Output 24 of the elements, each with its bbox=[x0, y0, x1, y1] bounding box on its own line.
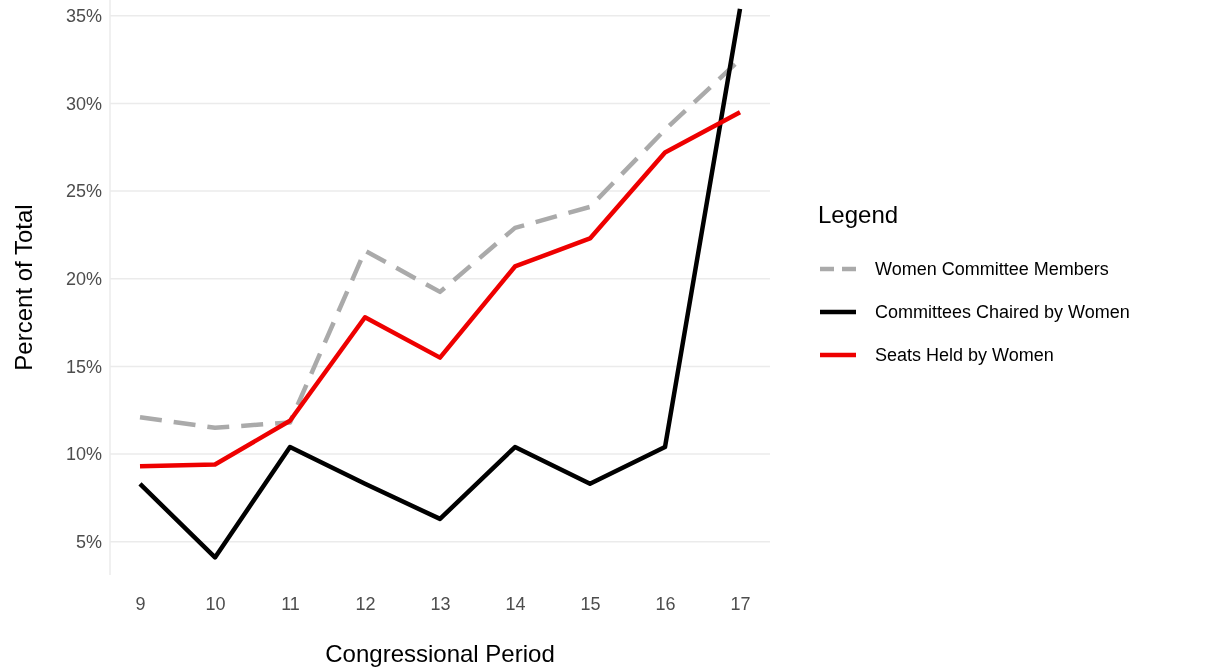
x-tick-label: 11 bbox=[281, 593, 300, 614]
line-series bbox=[137, 109, 743, 469]
x-tick-label: 17 bbox=[730, 593, 751, 614]
x-tick-label: 12 bbox=[355, 593, 376, 614]
legend-label: Women Committee Members bbox=[875, 259, 1109, 279]
y-tick-label: 35% bbox=[65, 6, 102, 27]
x-tick-label: 13 bbox=[430, 593, 451, 614]
y-tick-label: 15% bbox=[65, 356, 102, 377]
y-tick-label: 25% bbox=[65, 181, 102, 202]
legend-label: Committees Chaired by Women bbox=[875, 302, 1130, 322]
y-tick-label: 20% bbox=[65, 268, 102, 289]
y-tick-label: 30% bbox=[65, 93, 102, 114]
x-tick-label: 16 bbox=[655, 593, 676, 614]
legend-title: Legend bbox=[818, 201, 899, 228]
x-tick-label: 14 bbox=[505, 593, 526, 614]
y-axis-title: Percent of Total bbox=[10, 204, 37, 371]
y-tick-label: 5% bbox=[75, 531, 102, 552]
x-axis-title: Congressional Period bbox=[325, 640, 555, 667]
legend-label: Seats Held by Women bbox=[875, 345, 1054, 365]
x-tick-label: 10 bbox=[205, 593, 226, 614]
x-tick-label: 15 bbox=[580, 593, 601, 614]
x-tick-label: 9 bbox=[135, 593, 146, 614]
line-series bbox=[137, 6, 743, 560]
y-tick-label: 10% bbox=[65, 444, 102, 465]
